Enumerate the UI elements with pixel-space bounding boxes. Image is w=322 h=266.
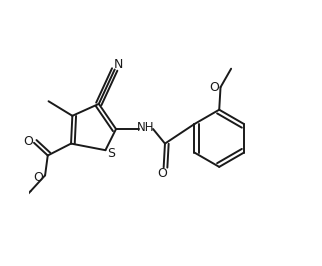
Text: O: O (209, 81, 219, 94)
Text: N: N (113, 58, 123, 71)
Text: S: S (107, 147, 115, 160)
Text: O: O (23, 135, 33, 148)
Text: O: O (157, 167, 167, 180)
Text: NH: NH (137, 121, 155, 134)
Text: O: O (33, 171, 43, 184)
